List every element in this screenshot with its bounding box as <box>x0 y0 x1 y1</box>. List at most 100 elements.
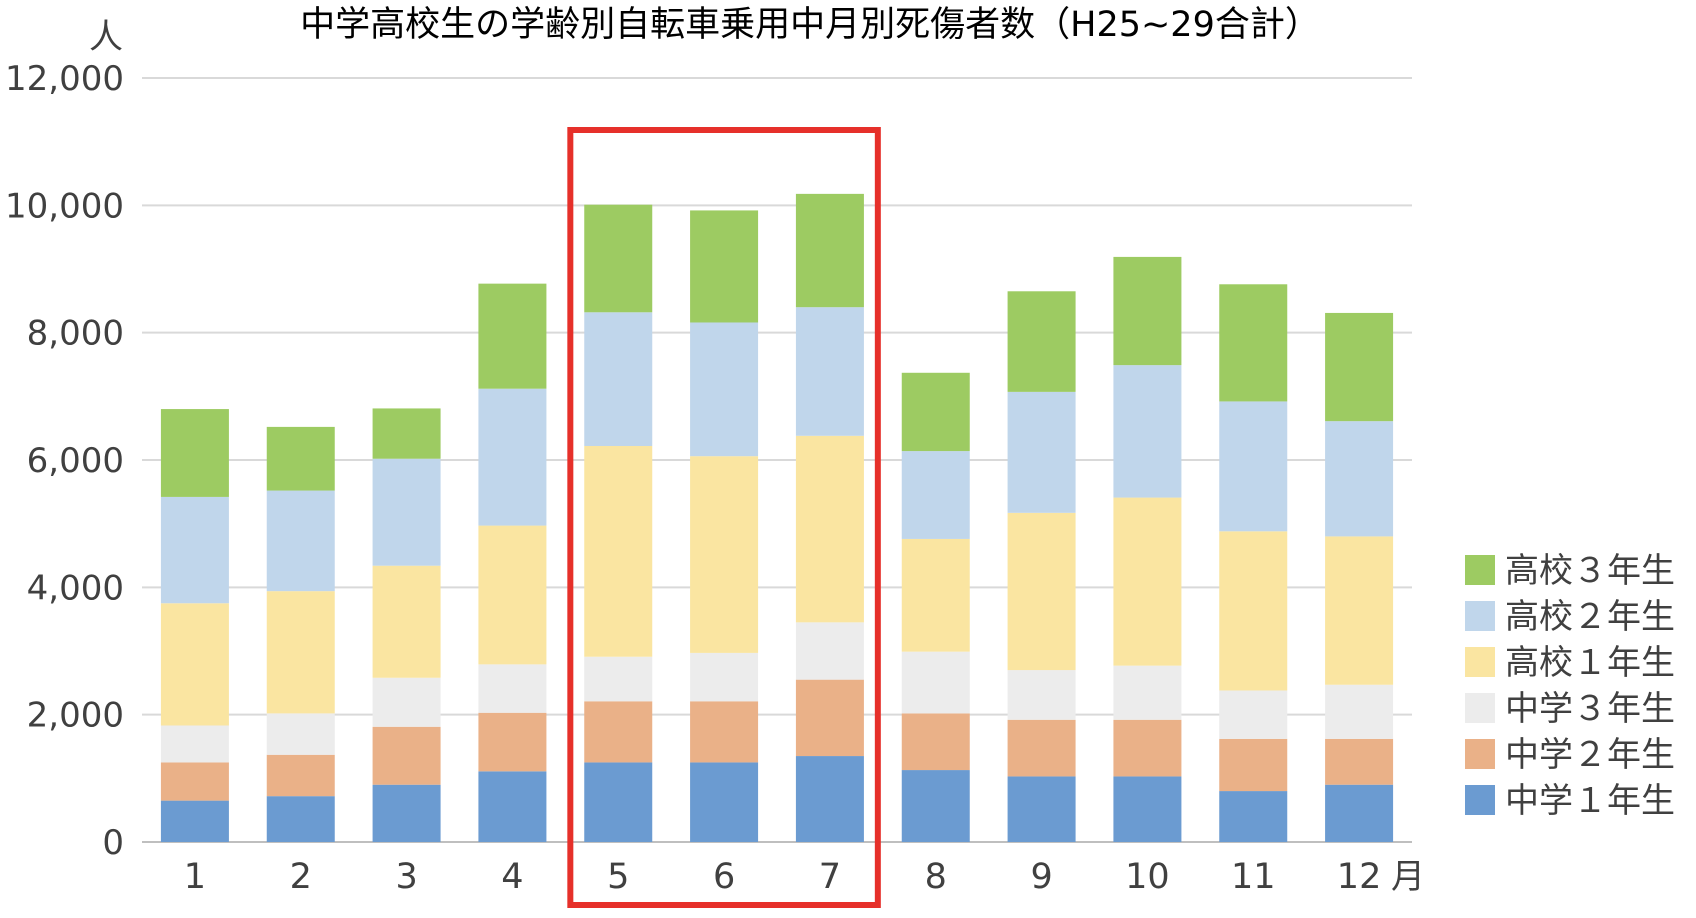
bar-segment <box>1113 665 1182 720</box>
bar-segment <box>1325 684 1394 739</box>
y-tick-label: 0 <box>102 823 124 863</box>
x-tick-label: 12 <box>1337 857 1382 897</box>
y-tick-label: 4,000 <box>27 568 124 608</box>
bar-segment <box>160 800 229 842</box>
bar-segment <box>1219 531 1288 691</box>
bar-segment <box>795 193 864 308</box>
bar-segment <box>160 762 229 801</box>
bar-segment <box>372 677 441 727</box>
bar-segment <box>795 756 864 842</box>
bar-segment <box>1325 536 1394 685</box>
x-tick-label: 2 <box>290 857 312 897</box>
bar-segment <box>690 210 759 323</box>
bar-segment <box>372 408 441 459</box>
bar-segment <box>690 762 759 842</box>
bar-segment <box>266 754 335 797</box>
bar-segment <box>478 388 547 526</box>
x-tick-label: 10 <box>1125 857 1170 897</box>
bar-segment <box>478 525 547 665</box>
bar-segment <box>478 771 547 842</box>
bar-segment <box>1325 738 1394 785</box>
legend-swatch <box>1465 601 1495 631</box>
y-tick-label: 2,000 <box>27 696 124 736</box>
legend-label: 中学２年生 <box>1505 735 1675 775</box>
bar-segment <box>584 701 653 763</box>
bar-segment <box>1113 365 1182 498</box>
bar-segment <box>795 435 864 623</box>
bar-segment <box>1219 401 1288 532</box>
bar-segment <box>478 712 547 772</box>
legend-label: 高校２年生 <box>1505 597 1675 637</box>
bar-segment <box>266 591 335 714</box>
bar-segment <box>1007 512 1076 671</box>
y-tick-label: 6,000 <box>27 441 124 481</box>
bar-segment <box>1325 421 1394 537</box>
bar-segment <box>584 445 653 657</box>
bar-segment <box>1113 719 1182 777</box>
bar-segment <box>690 652 759 702</box>
x-tick-label: 11 <box>1231 857 1276 897</box>
bars <box>160 193 1394 842</box>
x-tick-label: 5 <box>607 857 629 897</box>
x-tick-label: 3 <box>395 857 417 897</box>
bar-segment <box>266 490 335 592</box>
bar-segment <box>901 538 970 652</box>
bar-segment <box>1219 791 1288 842</box>
x-tick-label: 9 <box>1030 857 1052 897</box>
bar-segment <box>901 651 970 714</box>
bar-segment <box>1325 312 1394 422</box>
x-tick-label: 4 <box>501 857 523 897</box>
legend-label: 中学３年生 <box>1505 689 1675 729</box>
highlight-box <box>567 127 881 908</box>
bar-segment <box>795 679 864 757</box>
bar-segment <box>1219 690 1288 739</box>
bar-segment <box>795 307 864 436</box>
bar-segment <box>1007 391 1076 513</box>
legend-label: 高校３年生 <box>1505 551 1675 591</box>
bar-segment <box>478 283 547 389</box>
y-tick-label: 10,000 <box>5 186 124 226</box>
legend-swatch <box>1465 693 1495 723</box>
bar-segment <box>584 656 653 702</box>
bar-segment <box>160 725 229 763</box>
x-tick-label: 6 <box>713 857 735 897</box>
bar-segment <box>266 796 335 842</box>
bar-segment <box>901 372 970 452</box>
bar-segment <box>1007 719 1076 777</box>
bar-segment <box>1113 497 1182 666</box>
bar-segment <box>1113 256 1182 366</box>
bar-segment <box>584 204 653 313</box>
bar-segment <box>478 664 547 713</box>
gridlines <box>142 77 1412 843</box>
highlight-rectangle <box>567 127 881 908</box>
bar-segment <box>160 409 229 497</box>
bar-segment <box>372 565 441 678</box>
y-axis-unit-label: 人 <box>89 17 123 57</box>
bar-segment <box>372 458 441 566</box>
bar-segment <box>795 622 864 680</box>
bar-segment <box>266 426 335 491</box>
legend-label: 中学１年生 <box>1505 781 1675 821</box>
y-tick-label: 12,000 <box>5 59 124 99</box>
bar-segment <box>584 762 653 842</box>
x-axis-unit-label: 月 <box>1391 857 1425 897</box>
bar-segment <box>690 322 759 457</box>
bar-segment <box>690 456 759 653</box>
chart-title: 中学高校生の学齢別自転車乗用中月別死傷者数（H25~29合計） <box>300 5 1320 45</box>
x-tick-label: 7 <box>819 857 841 897</box>
bar-segment <box>372 726 441 785</box>
bar-segment <box>160 496 229 604</box>
bar-segment <box>160 603 229 726</box>
bar-segment <box>1007 776 1076 842</box>
x-tick-label: 1 <box>184 857 206 897</box>
bar-segment <box>1325 784 1394 842</box>
bar-segment <box>690 701 759 763</box>
y-axis-ticks: 0 2,000 4,000 6,000 8,000 10,000 12,000 <box>5 59 124 863</box>
bar-segment <box>1007 291 1076 392</box>
y-tick-label: 8,000 <box>27 314 124 354</box>
bar-segment <box>1113 776 1182 842</box>
bar-segment <box>901 713 970 771</box>
